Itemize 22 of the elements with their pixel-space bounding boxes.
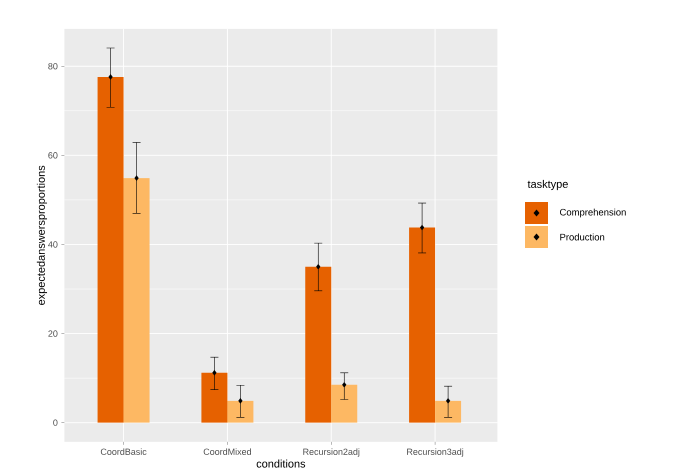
y-tick-label: 60: [48, 152, 58, 159]
bar: [227, 400, 254, 423]
bar: [124, 178, 150, 423]
x-axis-title: conditions: [256, 460, 306, 468]
x-tick-label: Recursion3adj: [407, 448, 464, 457]
y-tick-label: 80: [48, 63, 58, 70]
x-tick-label: Recursion2adj: [303, 448, 360, 457]
legend-title: tasktype: [528, 180, 568, 190]
legend-label: Comprehension: [560, 208, 626, 218]
y-tick-label: 20: [48, 330, 58, 337]
bar: [98, 76, 124, 423]
bar: [305, 266, 332, 423]
bar: [435, 400, 462, 423]
legend-label: Production: [560, 234, 604, 240]
bar: [409, 228, 436, 423]
x-tick-label: CoordBasic: [100, 448, 147, 455]
bar: [331, 384, 358, 423]
y-tick-label: 40: [48, 241, 58, 248]
y-tick-label: 0: [53, 420, 58, 426]
bar: [201, 372, 228, 423]
x-tick-label: CoordMixed: [204, 448, 251, 455]
y-axis-title: expectedanswersproportions: [36, 166, 48, 305]
